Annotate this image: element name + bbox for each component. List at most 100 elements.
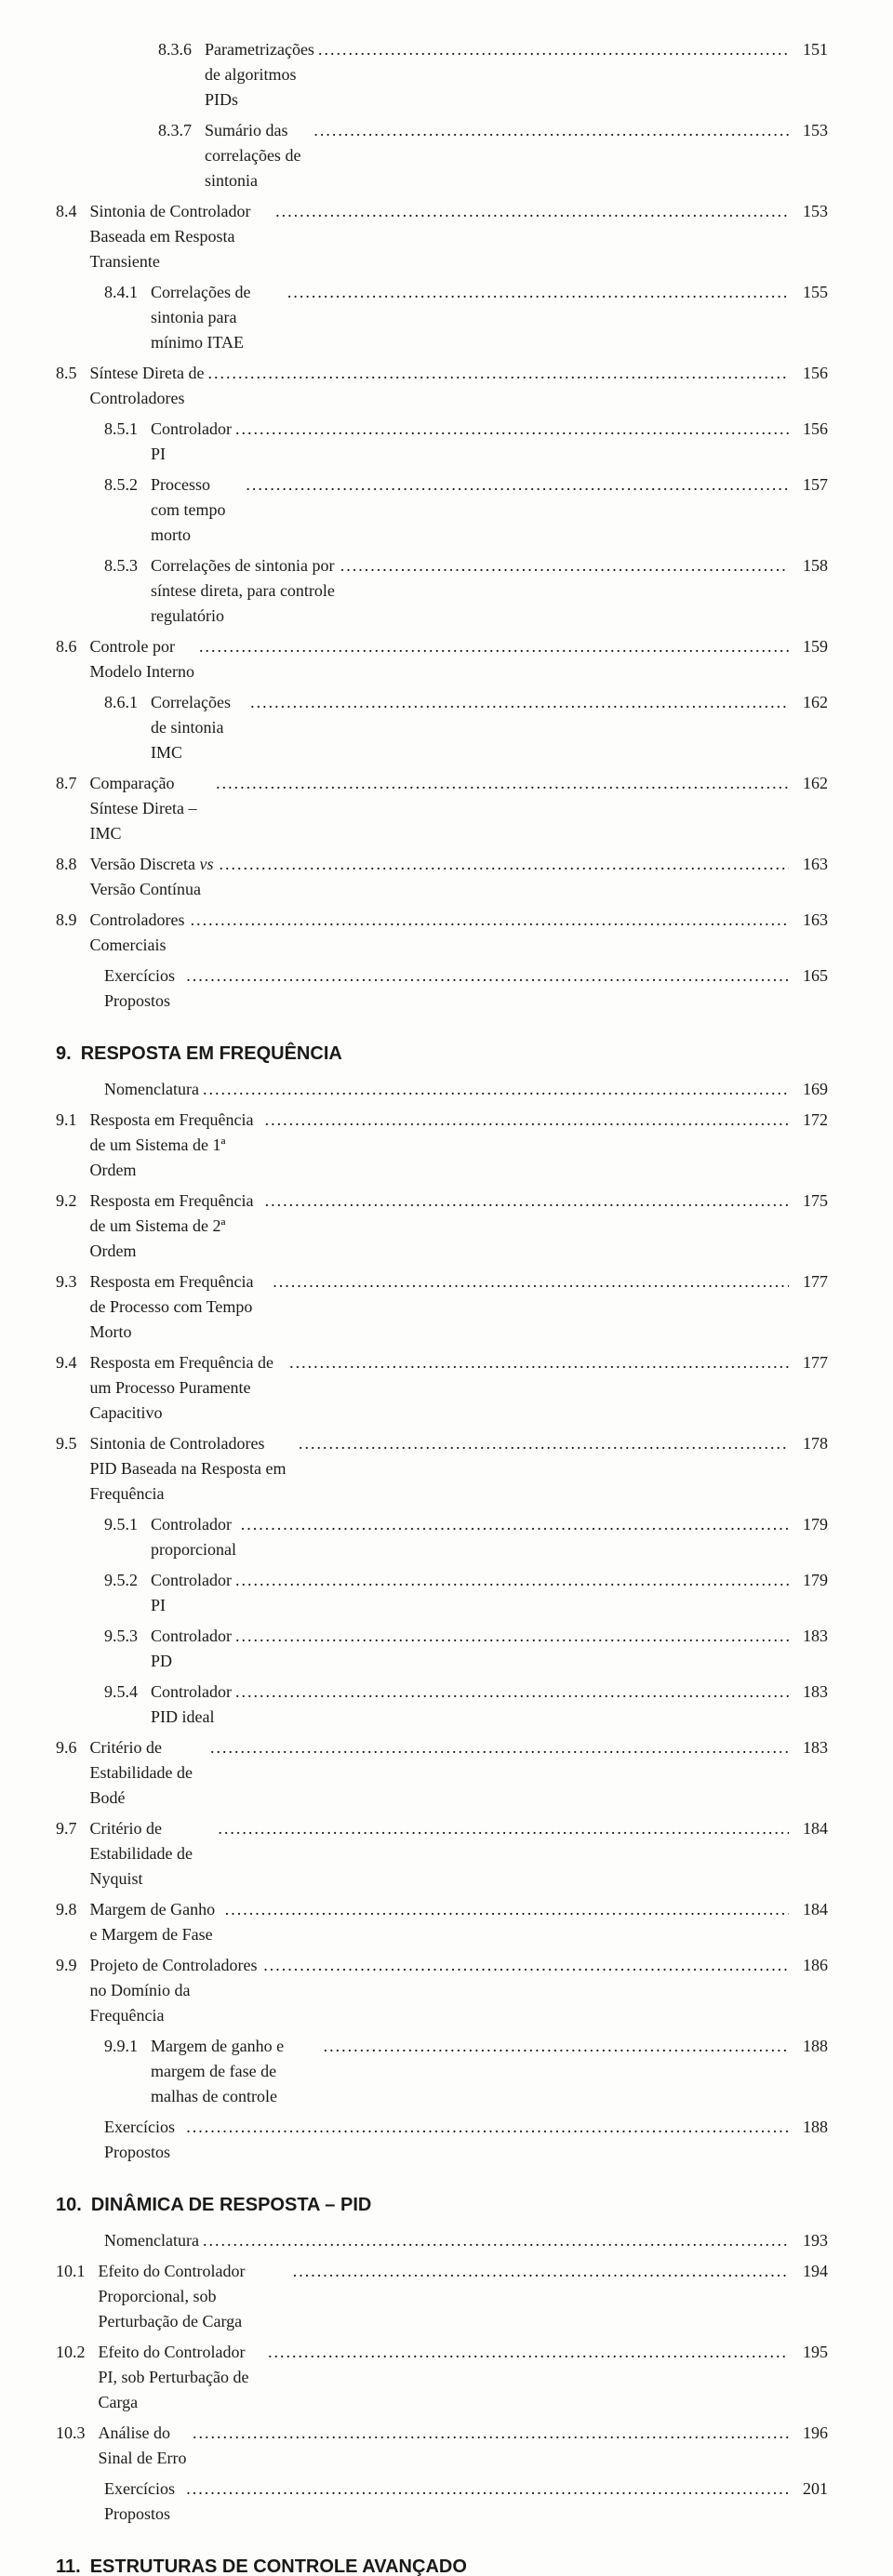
entry-title: Resposta em Frequência de um Sistema de …	[90, 1188, 261, 1264]
dot-leader	[314, 37, 789, 62]
entry-page: 186	[789, 1953, 828, 1978]
entry-title: Controle por Modelo Interno	[90, 634, 196, 684]
entry-title: Correlações de sintonia por síntese dire…	[151, 553, 337, 629]
toc-entry: 9.1Resposta em Frequência de um Sistema …	[56, 1108, 828, 1183]
toc-entry: 8.9Controladores Comerciais163	[56, 908, 828, 958]
dot-leader	[310, 118, 789, 143]
entry-page: 177	[789, 1269, 828, 1295]
entry-number: 8.5	[56, 361, 90, 386]
entry-title: Processo com tempo morto	[151, 472, 242, 548]
toc-entry: 9.5Sintonia de Controladores PID Baseada…	[56, 1431, 828, 1507]
chapter-number: 11.	[56, 2553, 90, 2576]
entry-number: 8.7	[56, 771, 90, 796]
entry-page: 183	[789, 1735, 828, 1760]
toc-entry: 8.4Sintonia de Controlador Baseada em Re…	[56, 199, 828, 274]
entry-number: 9.5.2	[104, 1568, 151, 1593]
entry-title: Controlador PID ideal	[151, 1680, 232, 1730]
dot-leader	[260, 1953, 789, 1978]
entry-title: Controlador proporcional	[151, 1512, 237, 1562]
dot-leader	[337, 553, 789, 578]
toc-entry: 9.5.2Controlador PI179	[56, 1568, 828, 1618]
toc-entry: 8.5.1Controlador PI156	[56, 417, 828, 467]
toc-entry: 9.9Projeto de Controladores no Domínio d…	[56, 1953, 828, 2028]
entry-page: 188	[789, 2115, 828, 2140]
dot-leader	[264, 2340, 789, 2365]
entry-title: Comparação Síntese Direta – IMC	[90, 771, 213, 846]
entry-page: 157	[789, 472, 828, 498]
toc-entry: 9.9.1Margem de ganho e margem de fase de…	[56, 2034, 828, 2109]
entry-number: 8.5.3	[104, 553, 151, 578]
entry-number: 8.9	[56, 908, 90, 933]
entry-page: 151	[789, 37, 828, 62]
entry-number: 10.1	[56, 2259, 99, 2284]
chapter-title: ESTRUTURAS DE CONTROLE AVANÇADO	[90, 2553, 467, 2576]
chapter-number: 10.	[56, 2191, 91, 2219]
entry-number: 8.3.7	[158, 118, 205, 143]
entry-title: Análise do Sinal de Erro	[99, 2421, 189, 2471]
dot-leader	[215, 852, 789, 877]
entry-page: 163	[789, 852, 828, 877]
entry-number: 10.3	[56, 2421, 99, 2446]
dot-leader	[320, 2034, 789, 2059]
dot-leader	[212, 771, 789, 796]
entry-title: Resposta em Frequência de um Processo Pu…	[90, 1350, 287, 1426]
entry-title: Controlador PI	[151, 417, 232, 467]
toc-entry: Exercícios Propostos188	[56, 2115, 828, 2165]
entry-title: Controlador PD	[151, 1624, 232, 1674]
entry-page: 158	[789, 553, 828, 578]
entry-page: 156	[789, 361, 828, 386]
dot-leader	[199, 2228, 789, 2253]
toc-entry: 10.2Efeito do Controlador PI, sob Pertur…	[56, 2340, 828, 2415]
entry-title: Exercícios Propostos	[104, 963, 182, 1014]
entry-title: Correlações de sintonia para mínimo ITAE	[151, 280, 284, 355]
entry-number: 9.2	[56, 1188, 90, 1214]
entry-page: 184	[789, 1816, 828, 1841]
dot-leader	[269, 1269, 789, 1295]
dot-leader	[195, 634, 789, 659]
dot-leader	[247, 690, 789, 715]
chapter-title: DINÂMICA DE RESPOSTA – PID	[91, 2191, 372, 2219]
entry-number: 8.5.2	[104, 472, 151, 498]
entry-number: 9.9.1	[104, 2034, 151, 2059]
dot-leader	[237, 1512, 789, 1537]
toc-entry: 9.7Critério de Estabilidade de Nyquist18…	[56, 1816, 828, 1892]
entry-title: Margem de ganho e margem de fase de malh…	[151, 2034, 320, 2109]
entry-title: Síntese Direta de Controladores	[90, 361, 205, 411]
toc-entry: 10.3Análise do Sinal de Erro196	[56, 2421, 828, 2471]
toc-entry: 8.5Síntese Direta de Controladores 156	[56, 361, 828, 411]
dot-leader	[221, 1897, 789, 1922]
entry-number: 8.6.1	[104, 690, 151, 715]
toc-entry: 8.8Versão Discreta vs Versão Contínua163	[56, 852, 828, 902]
dot-leader	[232, 1680, 789, 1705]
entry-title: Sintonia de Controladores PID Baseada na…	[90, 1431, 296, 1507]
entry-title: Exercícios Propostos	[104, 2476, 182, 2527]
entry-page: 162	[789, 771, 828, 796]
toc-entry: Nomenclatura193	[56, 2228, 828, 2253]
toc-entry: 8.6.1Correlações de sintonia IMC162	[56, 690, 828, 765]
entry-page: 179	[789, 1512, 828, 1537]
dot-leader	[261, 1188, 789, 1214]
entry-page: 162	[789, 690, 828, 715]
entry-page: 184	[789, 1897, 828, 1922]
chapter-heading: 10.DINÂMICA DE RESPOSTA – PID	[56, 2191, 828, 2219]
entry-page: 193	[789, 2228, 828, 2253]
dot-leader	[189, 2421, 789, 2446]
dot-leader	[232, 1568, 789, 1593]
toc-entry: 8.3.6Parametrizações de algoritmos PIDs1…	[56, 37, 828, 113]
dot-leader	[214, 1816, 789, 1841]
entry-number: 9.6	[56, 1735, 90, 1760]
toc-entry: 9.2Resposta em Frequência de um Sistema …	[56, 1188, 828, 1264]
entry-number: 9.8	[56, 1897, 90, 1922]
entry-title: Efeito do Controlador Proporcional, sob …	[99, 2259, 289, 2334]
entry-title: Margem de Ganho e Margem de Fase	[90, 1897, 221, 1947]
dot-leader	[182, 963, 789, 989]
entry-page: 159	[789, 634, 828, 659]
entry-page: 156	[789, 417, 828, 442]
entry-page: 179	[789, 1568, 828, 1593]
dot-leader	[284, 280, 789, 305]
entry-number: 8.8	[56, 852, 90, 877]
toc-entry: Exercícios Propostos201	[56, 2476, 828, 2527]
toc-entry: 10.1Efeito do Controlador Proporcional, …	[56, 2259, 828, 2334]
entry-page: 155	[789, 280, 828, 305]
dot-leader	[207, 1735, 789, 1760]
